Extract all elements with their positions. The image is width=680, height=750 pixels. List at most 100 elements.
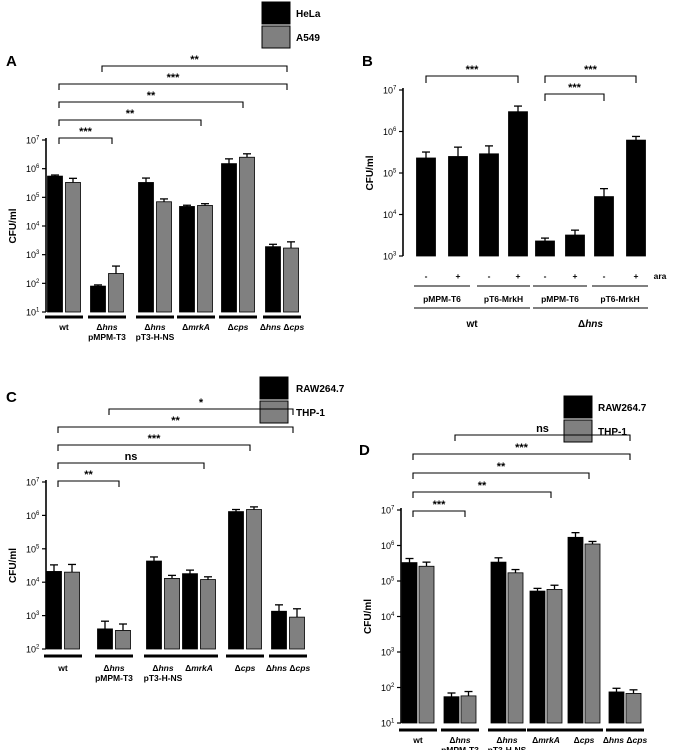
category-label: Δcps (574, 735, 595, 745)
significance-bracket (57, 480, 120, 487)
legend-label: RAW264.7 (296, 384, 345, 395)
significance-label: *** (515, 442, 529, 454)
significance-label: ns (125, 451, 138, 463)
bar (535, 240, 555, 257)
y-tick-label: 105 (26, 544, 40, 554)
ara-label: - (603, 271, 606, 281)
y-tick-label: 104 (383, 210, 397, 220)
bar-series1 (567, 536, 584, 724)
bar-series1 (529, 590, 546, 724)
ara-label: - (488, 271, 491, 281)
legend-swatch (261, 25, 291, 49)
significance-label: ** (126, 108, 135, 120)
significance-bracket (101, 65, 288, 72)
category-label: ΔmrkA (532, 735, 560, 745)
bar-series1 (271, 610, 287, 650)
category-label: Δhns (96, 322, 117, 332)
bar-series2 (64, 571, 80, 650)
legend-swatch (259, 376, 289, 400)
ara-title: ara (654, 271, 667, 281)
bar (594, 196, 614, 257)
bar-series1 (443, 696, 460, 724)
y-tick-label: 103 (26, 250, 40, 260)
legend-label: THP-1 (296, 408, 325, 419)
significance-bracket (425, 75, 519, 83)
bar-series2 (108, 273, 124, 313)
bar-series2 (507, 572, 524, 724)
ara-label: - (544, 271, 547, 281)
significance-bracket (544, 75, 637, 83)
bar-series1 (138, 182, 154, 313)
y-tick-label: 107 (383, 86, 397, 96)
bar-series2 (65, 182, 81, 313)
bar-series2 (197, 205, 213, 313)
y-tick-label: 107 (26, 478, 40, 488)
legend-swatch (563, 395, 593, 419)
significance-bracket (57, 444, 251, 451)
category-label: Δhns Δcps (603, 735, 648, 745)
y-axis-title: CFU/ml (365, 155, 376, 190)
significance-label: ** (190, 54, 199, 66)
y-tick-label: 103 (26, 611, 40, 621)
y-axis-title: CFU/ml (363, 599, 374, 634)
significance-bracket (454, 434, 631, 441)
significance-bracket (412, 491, 552, 498)
category-label: Δhns Δcps (266, 663, 311, 673)
panel-label: D (359, 442, 370, 459)
bar (626, 139, 646, 257)
significance-bracket (57, 426, 294, 433)
y-tick-label: 106 (383, 127, 397, 137)
significance-bracket (412, 472, 590, 479)
significance-label: *** (568, 82, 582, 94)
bar-series1 (221, 163, 237, 313)
bar-series1 (90, 285, 106, 313)
bar-series1 (179, 206, 195, 313)
strain-label: Δhns (578, 319, 603, 330)
category-label: Δcps (228, 322, 249, 332)
significance-label: *** (584, 64, 598, 76)
strain-label: wt (465, 319, 478, 330)
y-tick-label: 101 (381, 719, 395, 729)
ara-label: + (573, 271, 578, 281)
significance-bracket (412, 510, 466, 517)
bar-series2 (156, 201, 172, 313)
significance-bracket (544, 93, 605, 101)
significance-label: *** (167, 72, 181, 84)
bar-series2 (418, 565, 435, 724)
legend-label: THP-1 (598, 427, 627, 438)
bar-series2 (115, 630, 131, 650)
y-tick-label: 104 (381, 612, 395, 622)
y-tick-label: 103 (381, 648, 395, 658)
bar-series2 (283, 247, 299, 313)
bar (416, 157, 436, 257)
bar-series2 (546, 588, 563, 724)
significance-bracket (58, 101, 244, 108)
significance-label: ** (478, 480, 487, 492)
bar-series2 (584, 543, 601, 724)
y-tick-label: 106 (26, 164, 40, 174)
y-axis-title: CFU/ml (8, 208, 19, 243)
panel-b: B 103 104 105 106 107 CFU/ml - + - + - + - + ara pMPM-T6… (362, 53, 667, 330)
bar-series1 (401, 562, 418, 724)
bar (508, 111, 528, 257)
category-label: Δhns Δcps (260, 322, 305, 332)
category-label: wt (58, 322, 69, 332)
bar-series2 (289, 616, 305, 650)
bar (565, 234, 585, 257)
panel-label: B (362, 53, 373, 70)
y-tick-label: 106 (381, 541, 395, 551)
bar-series2 (239, 156, 255, 313)
bar-series2 (460, 695, 477, 724)
significance-bracket (108, 408, 294, 415)
significance-bracket (57, 462, 205, 469)
legend-swatch (259, 400, 289, 424)
plasmid-label: pT6-MrkH (600, 294, 639, 304)
bar-series1 (265, 246, 281, 313)
bar-series1 (146, 560, 162, 650)
significance-label: ** (147, 90, 156, 102)
y-tick-label: 106 (26, 511, 40, 521)
bar (479, 153, 499, 257)
bar-series1 (490, 561, 507, 724)
